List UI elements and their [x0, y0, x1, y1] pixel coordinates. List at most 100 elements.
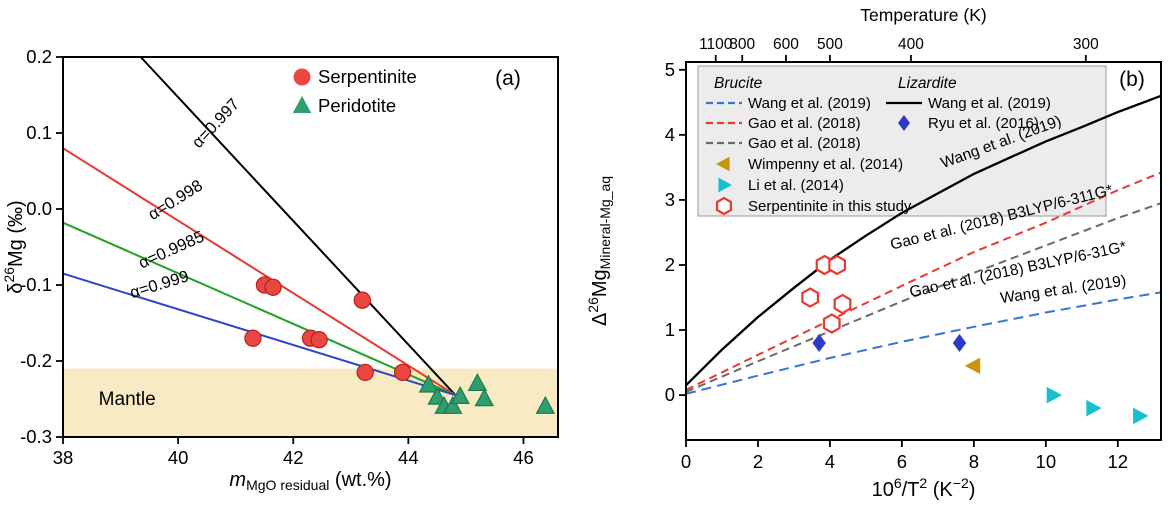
series-markers	[812, 334, 967, 353]
marker-triangle-right	[1086, 399, 1102, 417]
marker-triangle-up	[450, 385, 470, 404]
legend-label: Wang et al. (2019)	[928, 95, 1051, 112]
marker-hexagon-open	[822, 313, 841, 334]
x-tick-label: 42	[283, 447, 304, 468]
marker-circle	[264, 278, 282, 296]
y-tick-label: -0.1	[20, 274, 52, 295]
marker-diamond	[812, 334, 826, 353]
series-markers	[1046, 386, 1149, 425]
panel-label: (b)	[1119, 68, 1145, 91]
fractionation-path	[139, 56, 457, 396]
panel-b-chart: Brucite Wang et al. (2019) Gao et al. (201…	[585, 5, 1162, 501]
legend-label: Serpentinite in this study	[748, 198, 912, 215]
fractionation-path	[62, 147, 457, 397]
series-serpentinite	[244, 276, 412, 382]
top-tick-label: 500	[817, 36, 843, 53]
marker-triangle-right	[1133, 407, 1149, 425]
y-axis-title: δ26Mg (‰)	[1, 200, 27, 293]
x-axis-title: 106/T2 (K−2)	[872, 475, 976, 501]
series-markers	[964, 357, 981, 375]
legend-header: Lizardite	[898, 75, 957, 92]
x-tick-label: 0	[681, 451, 691, 472]
marker-diamond	[952, 334, 967, 353]
x-tick-label: 38	[53, 447, 74, 468]
legend: Brucite Wang et al. (2019) Gao et al. (201…	[697, 65, 1107, 217]
marker-circle	[356, 363, 374, 382]
top-tick-label: 400	[898, 36, 924, 53]
y-axis-title: Δ26MgMineral-Mg_aq	[585, 176, 613, 326]
legend-header: Brucite	[714, 75, 763, 92]
marker-circle	[353, 291, 371, 309]
legend-label: Peridotite	[318, 95, 396, 116]
plot-frame	[685, 61, 1162, 441]
curve	[685, 94, 1162, 387]
x-tick-label: 44	[398, 447, 419, 468]
marker-triangle-right	[718, 177, 732, 193]
fractionation-path	[62, 221, 456, 397]
legend-label: Li et al. (2014)	[748, 177, 844, 194]
x-tick-label: 6	[897, 451, 907, 472]
alpha-label: α=0.997	[189, 95, 243, 152]
marker-triangle-up	[467, 373, 488, 392]
marker-triangle-up	[427, 386, 447, 405]
legend-label: Wang et al. (2019)	[748, 95, 871, 112]
marker-triangle-up	[442, 395, 463, 414]
curve	[685, 202, 1162, 393]
y-tick-label: 0.2	[26, 46, 52, 67]
x-axis-title: mMgO residual (wt.%)	[229, 469, 391, 493]
marker-hexagon-open	[828, 254, 847, 276]
marker-circle	[393, 363, 412, 382]
series-markers	[801, 254, 852, 334]
mantle-label: Mantle	[99, 389, 156, 410]
marker-hexagon-open	[833, 293, 852, 315]
top-axis-title: Temperature (K)	[860, 5, 986, 25]
marker-hexagon-open	[715, 196, 733, 216]
marker-triangle-up	[292, 96, 312, 113]
marker-triangle-up	[418, 374, 439, 393]
legend-label: Ryu et al. (2016)	[928, 115, 1039, 132]
alpha-label: α=0.9985	[136, 228, 207, 273]
y-tick-label: 1	[665, 319, 675, 340]
x-tick-label: 4	[825, 451, 835, 472]
y-tick-label: -0.2	[20, 350, 52, 371]
x-tick-label: 46	[513, 447, 534, 468]
marker-triangle-up	[474, 388, 495, 407]
x-tick-label: 8	[969, 451, 979, 472]
legend-label: Serpentinite	[318, 66, 417, 87]
y-tick-label: -0.3	[20, 426, 52, 447]
y-tick-label: 4	[665, 124, 675, 145]
legend-label: Gao et al. (2018)	[748, 115, 861, 132]
marker-triangle-up	[535, 395, 556, 414]
y-tick-label: 0	[665, 384, 675, 405]
legend-label: Wimpenny et al. (2014)	[748, 156, 903, 173]
marker-triangle-left	[964, 357, 981, 375]
axes: 38 40 42 44 46 0.2 0.1 0.0 -0.1 -0.2 -0.3 mMgO resi…	[1, 46, 559, 493]
legend: Serpentinite Peridotite	[292, 66, 417, 116]
top-tick-label: 1100	[699, 36, 733, 53]
x-tick-label: 40	[168, 447, 189, 468]
legend-box	[697, 65, 1107, 217]
alpha-label: α=0.999	[128, 267, 191, 302]
curve	[685, 291, 1162, 395]
x-tick-label: 10	[1036, 451, 1057, 472]
y-tick-label: 3	[665, 189, 675, 210]
x-tick-label: 2	[753, 451, 763, 472]
panel-label: (a)	[495, 67, 521, 90]
alpha-label: α=0.998	[145, 177, 206, 224]
marker-circle	[293, 68, 311, 86]
series-peridotite	[418, 373, 556, 414]
top-tick-label: 800	[729, 36, 755, 53]
legend-label: Gao et al. (2018)	[748, 135, 861, 152]
y-tick-label: 5	[665, 59, 675, 80]
marker-triangle-right	[1046, 386, 1063, 404]
curve	[685, 171, 1162, 391]
marker-hexagon-open	[801, 287, 820, 308]
top-tick-label: 600	[773, 36, 799, 53]
y-tick-label: 0.1	[26, 122, 52, 143]
y-tick-label: 0.0	[26, 198, 52, 219]
marker-circle	[244, 329, 262, 347]
plot-frame	[62, 56, 559, 438]
